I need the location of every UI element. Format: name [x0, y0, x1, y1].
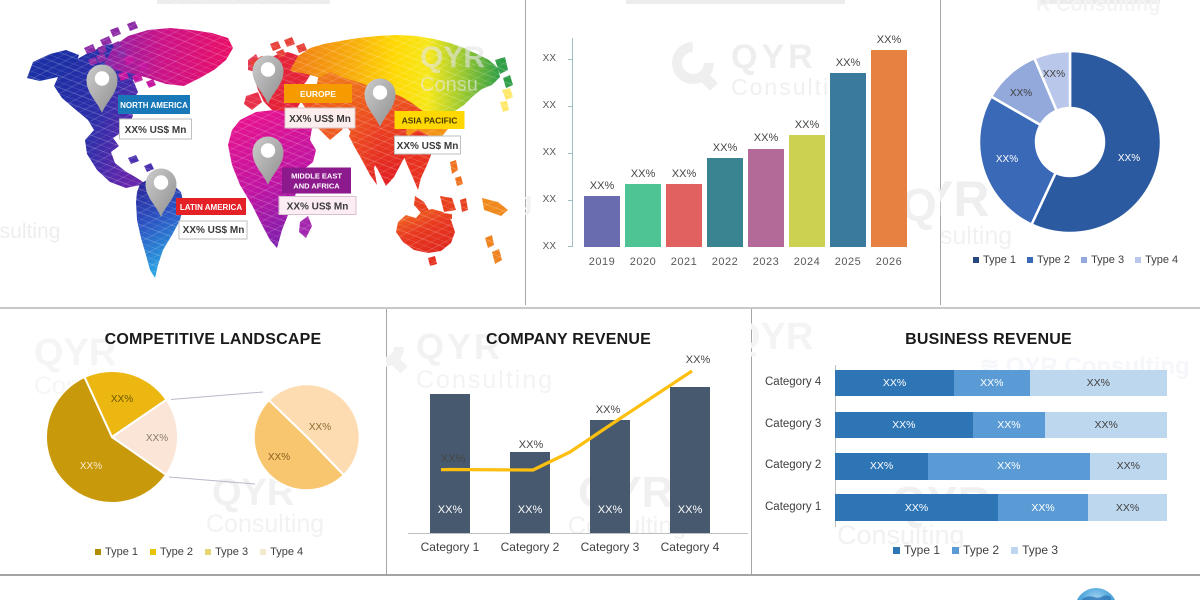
svg-text:XX% US$ Mn: XX% US$ Mn	[397, 141, 459, 152]
svg-text:XX%: XX%	[146, 433, 168, 444]
svg-text:XX%: XX%	[80, 461, 102, 472]
svg-text:AND AFRICA: AND AFRICA	[293, 182, 340, 191]
svg-text:XX%: XX%	[309, 422, 331, 433]
svg-text:EUROPE: EUROPE	[300, 89, 336, 99]
svg-text:LATIN AMERICA: LATIN AMERICA	[180, 203, 242, 212]
svg-text:ASIA PACIFIC: ASIA PACIFIC	[402, 116, 458, 126]
svg-text:XX%: XX%	[268, 452, 290, 463]
svg-text:XX% US$ Mn: XX% US$ Mn	[125, 125, 187, 136]
svg-text:XX% US$ Mn: XX% US$ Mn	[287, 202, 349, 213]
svg-text:XX%: XX%	[996, 154, 1018, 165]
svg-text:XX% US$ Mn: XX% US$ Mn	[289, 114, 351, 125]
svg-text:MIDDLE EAST: MIDDLE EAST	[291, 172, 342, 181]
svg-text:NORTH AMERICA: NORTH AMERICA	[120, 101, 188, 110]
svg-text:XX% US$ Mn: XX% US$ Mn	[183, 225, 245, 236]
svg-text:XX%: XX%	[1010, 88, 1032, 99]
svg-text:XX%: XX%	[1043, 69, 1065, 80]
svg-text:XX%: XX%	[111, 394, 133, 405]
svg-text:XX%: XX%	[1118, 153, 1140, 164]
